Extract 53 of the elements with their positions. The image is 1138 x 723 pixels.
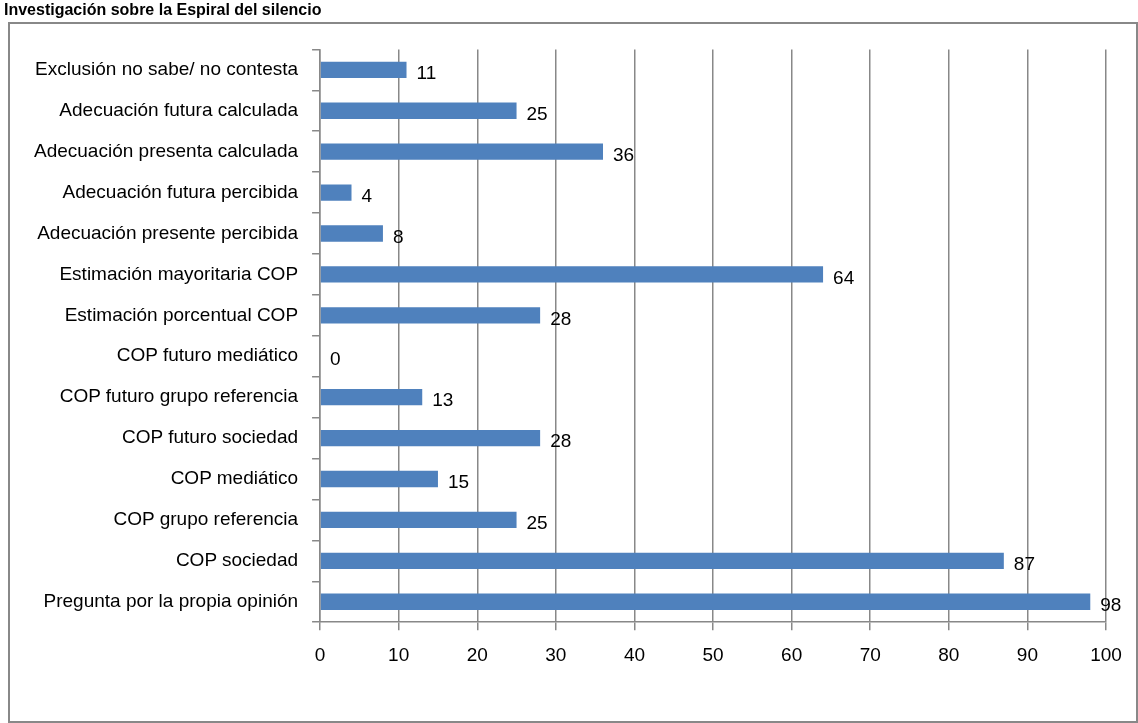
data-label: 64	[833, 266, 855, 288]
y-tick-label: COP futuro sociedad	[122, 426, 299, 448]
data-label: 4	[361, 184, 373, 206]
y-tick-label: Adecuación presenta calculada	[33, 139, 299, 161]
data-label: 28	[550, 430, 572, 452]
bar	[320, 102, 517, 119]
data-label: 13	[432, 389, 454, 411]
x-tick-label: 40	[623, 643, 646, 665]
y-tick-label: COP sociedad	[175, 549, 299, 571]
y-tick-label: COP grupo referencia	[113, 508, 299, 530]
data-label: 25	[526, 103, 548, 125]
y-tick-label: COP futuro grupo referencia	[59, 385, 299, 407]
data-label: 11	[416, 62, 437, 84]
bar	[320, 266, 824, 283]
x-tick-label: 80	[938, 643, 960, 665]
x-tick-label: 90	[1016, 643, 1038, 665]
data-label: 15	[447, 471, 470, 493]
data-label: 8	[392, 225, 404, 247]
x-tick-label: 0	[314, 643, 326, 665]
data-label: 36	[613, 143, 635, 165]
data-label: 28	[550, 307, 572, 329]
y-tick-label: COP futuro mediático	[116, 344, 299, 366]
bar	[320, 307, 541, 324]
bar	[320, 143, 604, 160]
bar	[320, 184, 352, 201]
bar	[320, 225, 383, 242]
x-tick-label: 70	[859, 643, 881, 665]
data-label: 0	[330, 348, 341, 370]
bar	[320, 388, 423, 406]
x-tick-label: 60	[781, 643, 803, 665]
text: Investigación sobre la Espiral del silencio	[4, 0, 322, 20]
y-tick-label: Pregunta por la propia opinión	[43, 589, 299, 611]
y-tick-label: Adecuación presente percibida	[37, 221, 299, 243]
x-tick-label: 50	[702, 643, 724, 665]
y-tick-label: Adecuación futura calculada	[59, 99, 299, 121]
y-tick-label: Estimación porcentual COP	[64, 303, 299, 325]
bar	[320, 511, 517, 529]
y-tick-label: Exclusión no sabe/ no contesta	[35, 58, 299, 80]
y-tick-label: COP mediático	[170, 467, 299, 489]
x-tick-label: 30	[545, 643, 567, 665]
x-tick-label: 100	[1090, 643, 1122, 665]
bar	[320, 61, 407, 79]
y-tick-label: Adecuación futura percibida	[62, 180, 299, 202]
x-tick-label: 20	[466, 643, 488, 665]
bar	[320, 552, 1004, 570]
bar	[320, 429, 541, 447]
bar	[320, 470, 438, 488]
bar	[320, 593, 1091, 610]
y-tick-label: Estimación mayoritaria COP	[59, 262, 299, 284]
data-label: 25	[526, 512, 548, 534]
data-label: 98	[1100, 593, 1122, 615]
x-tick-label: 10	[388, 643, 410, 665]
data-label: 87	[1013, 553, 1035, 575]
